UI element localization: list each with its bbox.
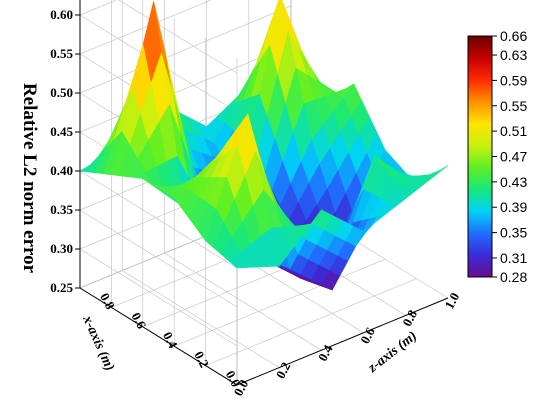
colorbar-tick-label: 0.39 bbox=[500, 199, 527, 215]
z-tick-label: 0.55 bbox=[50, 46, 73, 61]
z-tick-label: 0.40 bbox=[50, 163, 73, 178]
surface-patch bbox=[429, 165, 449, 175]
grid-line-x-floor bbox=[174, 258, 386, 347]
colorbar-bar bbox=[467, 35, 493, 278]
y-tick-label: 0.2 bbox=[273, 360, 294, 381]
colorbar-tick-label: 0.47 bbox=[500, 149, 527, 165]
y-tick-label: 0.0 bbox=[230, 377, 251, 398]
z-tick-label: 0.35 bbox=[50, 202, 73, 217]
z-tick-label: 0.50 bbox=[50, 85, 73, 100]
colorbar-tick-label: 0.66 bbox=[500, 28, 527, 44]
tick-labels: 0.250.300.350.400.450.500.550.600.650.00… bbox=[50, 7, 462, 398]
grid-line-z bbox=[79, 209, 238, 308]
colorbar-tick-label: 0.35 bbox=[500, 225, 527, 241]
y-tick-label: 0.8 bbox=[399, 307, 420, 329]
grid-line-x-floor bbox=[205, 278, 417, 366]
x-axis-line bbox=[79, 287, 238, 386]
surface-mesh bbox=[79, 0, 449, 291]
x-axis-label: x-axis (m) bbox=[79, 313, 117, 374]
x-tick-label: 0.0 bbox=[223, 368, 244, 389]
y-tick-label: 0.4 bbox=[315, 342, 336, 364]
grid-line-y-floor bbox=[164, 252, 322, 351]
surface-patch bbox=[228, 252, 249, 269]
colorbar-tick-label: 0.43 bbox=[500, 174, 527, 190]
colorbar-ticks: 0.66 0.63 0.59 0.55 0.51 0.47 0.43 0.39 0.35 0.31… bbox=[492, 28, 527, 285]
grid-line-z bbox=[79, 44, 292, 133]
colorbar-tick-label: 0.31 bbox=[500, 250, 527, 266]
grid-line-y-floor bbox=[122, 270, 280, 368]
colorbar-tick-label: 0.51 bbox=[500, 123, 527, 139]
z-tick-label: 0.25 bbox=[50, 280, 73, 295]
grid-line-z bbox=[79, 0, 212, 55]
colorbar-tick-label: 0.63 bbox=[500, 47, 527, 63]
colorbar: 0.66 0.63 0.59 0.55 0.51 0.47 0.43 0.39 0.35 0.31… bbox=[467, 28, 527, 285]
x-tick-label: 0.4 bbox=[160, 329, 181, 351]
grid-line-z bbox=[79, 5, 292, 94]
grid-line-z bbox=[79, 0, 118, 16]
x-tick-label: 0.8 bbox=[97, 290, 118, 312]
z-tick-label: 0.60 bbox=[50, 7, 73, 22]
colorbar-tick-label: 0.59 bbox=[500, 72, 527, 88]
grid-line-z bbox=[79, 170, 238, 269]
y-tick-label: 1.0 bbox=[441, 290, 462, 311]
z-axis-label: Relative L2 norm error bbox=[19, 83, 40, 274]
colorbar-tick-label: 0.28 bbox=[500, 269, 527, 285]
z-tick-label: 0.45 bbox=[50, 124, 73, 139]
colorbar-tick-label: 0.55 bbox=[500, 98, 527, 114]
z-tick-label: 0.30 bbox=[50, 241, 73, 256]
y-tick-label: 0.6 bbox=[357, 324, 378, 346]
x-tick-label: 0.2 bbox=[191, 349, 212, 370]
grid-line-z bbox=[79, 248, 238, 347]
y-axis-line bbox=[236, 297, 449, 386]
x-tick-label: 0.6 bbox=[129, 310, 150, 332]
